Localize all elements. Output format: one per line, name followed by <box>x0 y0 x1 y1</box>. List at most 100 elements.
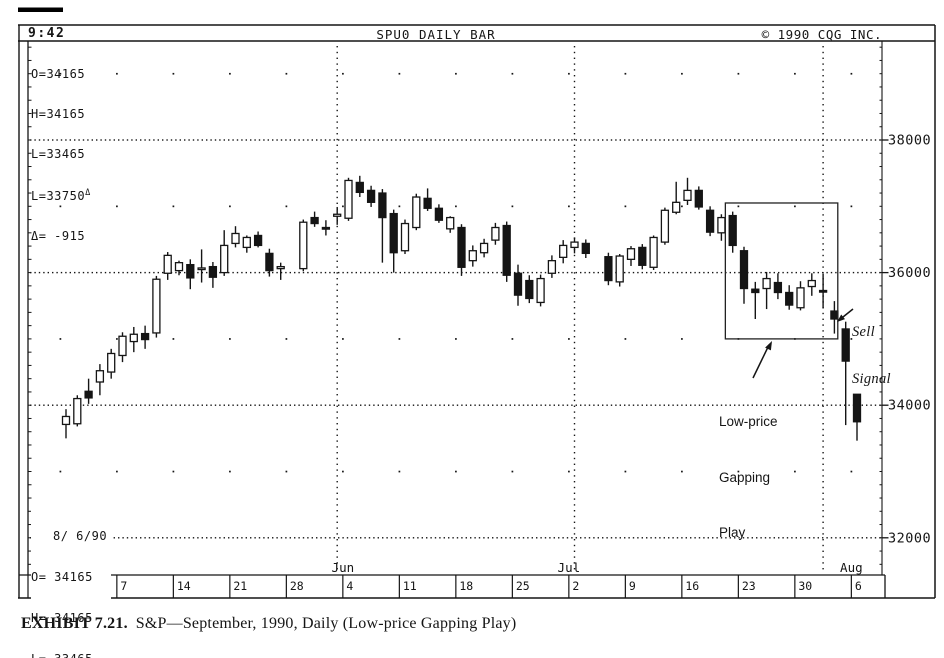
annotation-arrows <box>752 308 854 379</box>
candle-jun-28 <box>547 255 557 278</box>
x-axis-week-label: 14 <box>177 579 191 593</box>
candle-may-8 <box>129 326 138 353</box>
quote-change: Δ= -915 <box>31 228 86 243</box>
candle-may-3 <box>95 364 105 396</box>
candle-jul-26 <box>773 273 783 300</box>
quote-readout: O=34165 H=34165 L=33465 L=33750Δ Δ= -915 <box>31 42 91 269</box>
exhibit-caption: EXHIBIT 7.21. S&P—September, 1990, Daily … <box>21 615 516 633</box>
candle-jul-23 <box>739 246 749 304</box>
candle-jul-20 <box>728 211 737 253</box>
candle-jun-27 <box>536 274 545 307</box>
minor-grid-dots <box>59 72 853 473</box>
candle-jun-6 <box>366 185 376 207</box>
quote-last: L=33750Δ <box>31 188 91 204</box>
candle-may-31 <box>321 220 331 236</box>
x-axis-week-label: 28 <box>290 579 304 593</box>
x-axis-week-label: 7 <box>120 579 127 593</box>
candle-may-25 <box>276 262 285 280</box>
chart-frame <box>18 24 936 599</box>
y-axis-price-label: 34000 <box>888 398 931 414</box>
y-axis-price-label: 32000 <box>888 530 931 546</box>
candle-may-2 <box>84 378 93 404</box>
sell-signal-arrow <box>842 308 854 318</box>
y-axis-labels: 38000 36000 34000 32000 <box>888 133 931 547</box>
quote-low: L=33465 <box>31 146 86 161</box>
x-axis-week-label: 16 <box>685 579 699 593</box>
candle-jun-29 <box>559 240 568 264</box>
candle-jun-11 <box>400 219 410 255</box>
candle-may-4 <box>107 348 116 379</box>
gapping-play-arrow <box>752 344 770 379</box>
candle-may-30 <box>310 211 319 227</box>
x-axis-week-label: 21 <box>233 579 247 593</box>
candle-jul-25 <box>762 271 771 310</box>
x-axis-week-label: 2 <box>572 579 579 593</box>
candle-may-7 <box>118 332 127 363</box>
candle-may-1 <box>73 395 82 427</box>
candle-may-11 <box>163 252 172 280</box>
session-low: L= 33465 <box>31 652 107 658</box>
candle-may-29 <box>299 219 308 272</box>
candle-jun-25 <box>513 264 523 306</box>
month-gridlines <box>336 46 824 570</box>
major-price-gridlines <box>30 139 881 539</box>
candle-jul-11 <box>649 235 658 270</box>
x-axis-week-label: 25 <box>516 579 530 593</box>
sell-signal-arrowhead <box>837 314 845 322</box>
candle-jul-9 <box>626 246 636 266</box>
y-axis-price-label: 36000 <box>888 265 931 281</box>
exhibit-number: EXHIBIT 7.21. <box>21 615 128 632</box>
candle-may-16 <box>197 249 206 283</box>
candle-jul-12 <box>660 207 670 245</box>
session-date: 8/ 6/90 <box>53 529 108 544</box>
candle-jul-6 <box>615 254 624 287</box>
candlestick-chart: 38000 36000 34000 32000 7 14 21 28 4 11 18 25 2 9 16 23… <box>18 7 936 599</box>
x-axis-month-label: Jun <box>332 560 355 575</box>
copyright-notice: © 1990 CQG INC. <box>761 27 882 42</box>
candle-jun-13 <box>423 188 432 211</box>
y-axis-price-label: 38000 <box>888 133 931 149</box>
candle-jul-27 <box>785 285 794 310</box>
candle-aug-6 <box>852 393 862 441</box>
candle-jul-5 <box>604 252 613 286</box>
candle-jul-19 <box>717 214 726 241</box>
candle-jun-15 <box>446 216 455 233</box>
candle-may-18 <box>220 230 229 276</box>
candle-may-9 <box>140 325 150 349</box>
candle-jul-16 <box>683 177 692 205</box>
candle-may-14 <box>174 260 184 276</box>
candle-jul-13 <box>672 181 681 215</box>
scan-artifact <box>18 7 63 12</box>
x-axis-week-label: 18 <box>459 579 473 593</box>
candle-jul-24 <box>751 281 760 320</box>
uptick-indicator: Δ <box>85 188 91 199</box>
candle-may-10 <box>152 275 161 338</box>
exhibit-title: S&P—September, 1990, Daily (Low-price Ga… <box>135 615 517 632</box>
candle-aug-1 <box>818 273 828 309</box>
x-axis-week-label: 30 <box>798 579 812 593</box>
candle-jun-26 <box>525 275 534 304</box>
candle-jun-5 <box>355 175 364 198</box>
candle-may-22 <box>242 235 251 253</box>
x-axis-week-label: 9 <box>629 579 636 593</box>
candle-jun-18 <box>457 224 466 276</box>
gapping-play-arrowhead <box>765 341 772 351</box>
candlesticks <box>61 175 862 441</box>
clock-time: 9:42 <box>28 26 66 41</box>
quote-high: H=34165 <box>31 107 86 122</box>
candle-jul-18 <box>705 206 715 237</box>
session-readout: 8/ 6/90 O= 34165 H= 34165 L= 33465 C= 33… <box>31 503 112 658</box>
sell-signal-annotation: Sell Signal <box>852 324 891 387</box>
x-axis-week-label: 6 <box>855 579 862 593</box>
candle-jun-22 <box>502 221 511 282</box>
candle-jun-8 <box>389 209 398 273</box>
candle-aug-3 <box>841 321 850 426</box>
candle-jun-12 <box>412 193 421 231</box>
x-axis-week-label: 4 <box>346 579 353 593</box>
x-axis-month-label: Jul <box>558 560 581 575</box>
candle-may-15 <box>186 259 195 290</box>
candle-jul-10 <box>638 244 647 270</box>
candle-apr-30 <box>61 409 71 439</box>
candle-may-24 <box>265 248 274 277</box>
